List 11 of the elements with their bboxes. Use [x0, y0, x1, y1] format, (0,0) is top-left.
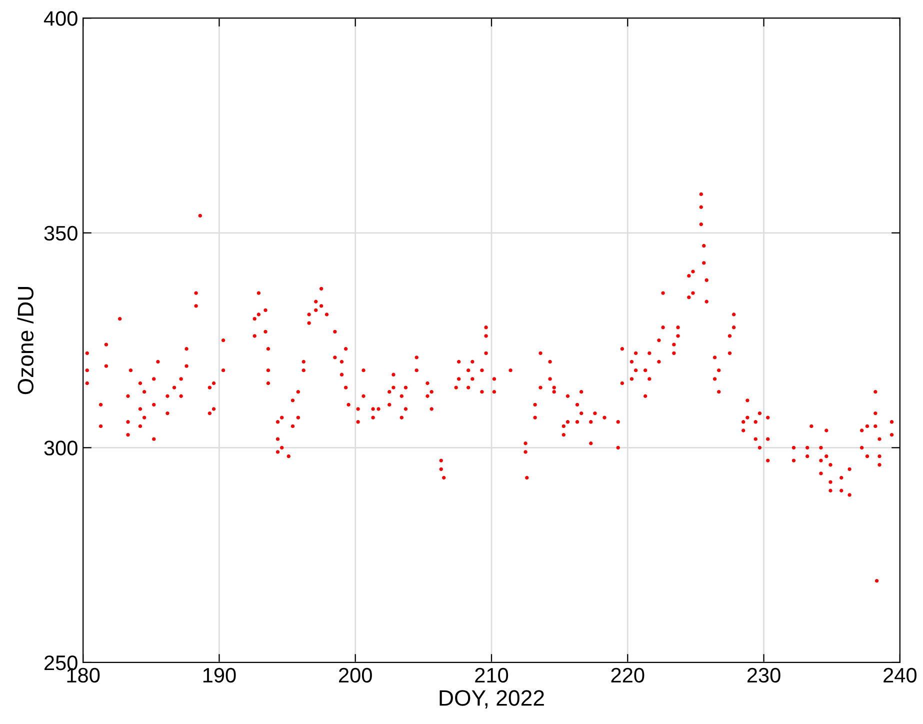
x-axis-title: DOY, 2022	[440, 690, 544, 708]
y-tick-label: 350	[44, 226, 78, 241]
x-tick-label: 240	[884, 668, 916, 683]
y-tick-label: 400	[44, 11, 78, 26]
x-tick-label: 220	[611, 668, 644, 683]
x-tick-label: 190	[203, 668, 236, 683]
y-axis-title: Ozone /DU	[17, 287, 34, 394]
x-tick-label: 200	[339, 668, 372, 683]
x-tick-label: 230	[747, 668, 780, 683]
y-tick-label: 300	[44, 440, 78, 456]
x-tick-label: 210	[475, 668, 508, 683]
